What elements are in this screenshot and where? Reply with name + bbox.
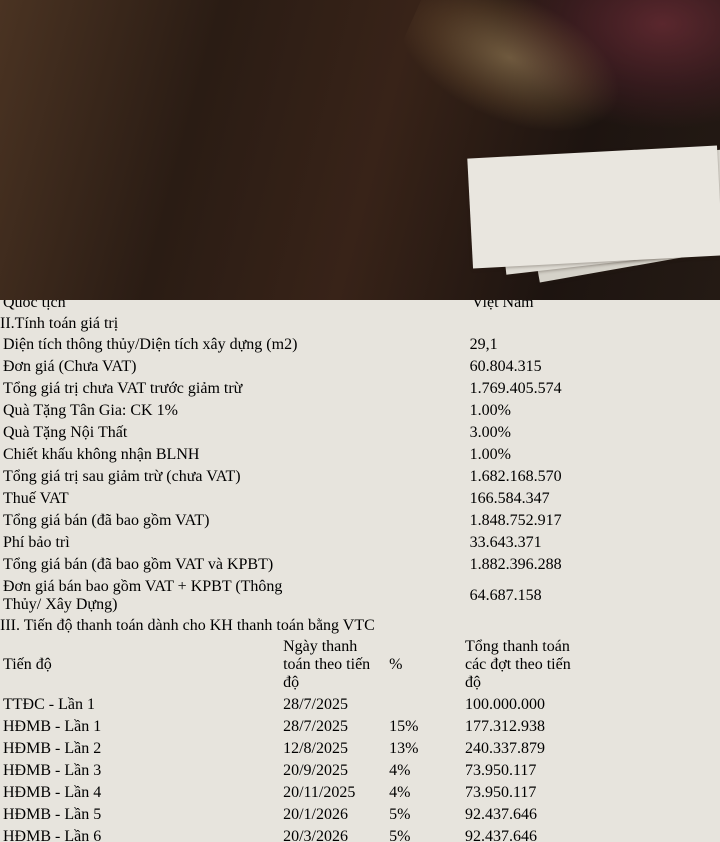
table-row: Tổng giá bán (đã bao gồm VAT và KPBT) 1.8… — [2, 555, 588, 575]
row-label: Đơn giá bán bao gồm VAT + KPBT (Thông Th… — [3, 578, 283, 613]
milestone: HĐMB - Lần 4 — [3, 784, 102, 801]
row-value: 1.682.168.570 — [469, 468, 562, 485]
table-row: TTĐC - Lần 1 28/7/2025 100.000.000 — [2, 695, 588, 715]
row-label: Thuế VAT — [3, 490, 69, 507]
section2-title: II.Tính toán giá trị — [0, 315, 119, 332]
amount: 92.437.646 — [464, 806, 537, 823]
row-label: Tổng giá trị sau giảm trừ (chưa VAT) — [3, 468, 241, 485]
milestone: HĐMB - Lần 3 — [3, 762, 102, 779]
percent — [388, 695, 462, 715]
percent: 4% — [389, 762, 411, 779]
due-date: 20/9/2025 — [283, 762, 348, 779]
table-row: Tổng giá trị chưa VAT trước giảm trừ 1.76… — [2, 379, 588, 399]
table-row: Thuế VAT 166.584.347 — [2, 489, 588, 509]
row-label: Đơn giá (Chưa VAT) — [3, 358, 137, 375]
table-header-row: Tiến độ Ngày thanh toán theo tiến độ % T… — [2, 637, 588, 693]
row-value: 166.584.347 — [469, 490, 550, 507]
due-date: 28/7/2025 — [283, 696, 348, 713]
table-row: HĐMB - Lần 1 28/7/2025 15% 177.312.938 — [2, 717, 588, 737]
row-value: 1.769.405.574 — [469, 380, 562, 397]
milestone: HĐMB - Lần 1 — [3, 718, 102, 735]
row-value: 3.00% — [469, 424, 511, 441]
col-header: Ngày thanh toán theo tiến độ — [283, 638, 371, 691]
amount: 177.312.938 — [464, 718, 545, 735]
col-header: Tiến độ — [3, 656, 52, 673]
amount: 240.337.879 — [464, 740, 545, 757]
table-row: Chiết khấu không nhận BLNH 1.00% — [2, 445, 588, 465]
percent: 5% — [389, 806, 411, 823]
row-label: Quà Tặng Tân Gia: CK 1% — [3, 402, 178, 419]
percent: 15% — [389, 718, 419, 735]
due-date: 28/7/2025 — [283, 718, 348, 735]
amount: 92.437.646 — [464, 828, 537, 842]
milestone: TTĐC - Lần 1 — [3, 696, 95, 713]
table-row: Tổng giá bán (đã bao gồm VAT) 1.848.752.9… — [2, 511, 588, 531]
paper-stack-sheet — [467, 145, 720, 269]
row-value: 1.882.396.288 — [469, 556, 562, 573]
row-label: Diện tích thông thủy/Diện tích xây dựng … — [3, 336, 298, 353]
value-calc-table: Diện tích thông thủy/Diện tích xây dựng … — [0, 333, 590, 617]
col-header: Tổng thanh toán các đợt theo tiến độ — [464, 638, 571, 691]
percent: 5% — [389, 828, 411, 842]
table-row: HĐMB - Lần 4 20/11/2025 4% 73.950.117 — [2, 783, 588, 803]
amount: 73.950.117 — [464, 784, 537, 801]
table-row: HĐMB - Lần 6 20/3/2026 5% 92.437.646 — [2, 827, 588, 842]
table-row: Đơn giá (Chưa VAT) 60.804.315 — [2, 357, 588, 377]
table-row: Quà Tặng Nội Thất 3.00% — [2, 423, 588, 443]
row-value: 64.687.158 — [469, 587, 542, 604]
row-value: 60.804.315 — [469, 358, 542, 375]
back-page — [0, 0, 118, 842]
row-value: 33.643.371 — [469, 534, 542, 551]
table-row: HĐMB - Lần 2 12/8/2025 13% 240.337.879 — [2, 739, 588, 759]
row-value: 1.848.752.917 — [469, 512, 562, 529]
row-label: Tổng giá trị chưa VAT trước giảm trừ — [3, 380, 243, 397]
payment-schedule-table: Tiến độ Ngày thanh toán theo tiến độ % T… — [0, 635, 590, 842]
amount: 73.950.117 — [464, 762, 537, 779]
row-label: Quà Tặng Nội Thất — [3, 424, 128, 441]
col-header: % — [389, 656, 403, 673]
table-row: HĐMB - Lần 5 20/1/2026 5% 92.437.646 — [2, 805, 588, 825]
row-value: 1.00% — [469, 446, 511, 463]
milestone: HĐMB - Lần 6 — [3, 828, 102, 842]
due-date: 12/8/2025 — [283, 740, 348, 757]
due-date: 20/3/2026 — [283, 828, 348, 842]
row-value: 29,1 — [469, 336, 498, 353]
table-row: Tổng giá trị sau giảm trừ (chưa VAT) 1.68… — [2, 467, 588, 487]
table-row: Diện tích thông thủy/Diện tích xây dựng … — [2, 335, 588, 355]
row-label: Chiết khấu không nhận BLNH — [3, 446, 200, 463]
milestone: HĐMB - Lần 2 — [3, 740, 102, 757]
row-value: 1.00% — [469, 402, 511, 419]
due-date: 20/1/2026 — [283, 806, 348, 823]
table-row: Phí bảo trì 33.643.371 — [2, 533, 588, 553]
due-date: 20/11/2025 — [283, 784, 356, 801]
percent: 13% — [389, 740, 419, 757]
section3-title: III. Tiến độ thanh toán dành cho KH than… — [0, 617, 375, 634]
milestone: HĐMB - Lần 5 — [3, 806, 102, 823]
amount: 100.000.000 — [464, 696, 545, 713]
row-label: Phí bảo trì — [3, 534, 70, 551]
table-row: Quà Tặng Tân Gia: CK 1% 1.00% — [2, 401, 588, 421]
table-row: HĐMB - Lần 3 20/9/2025 4% 73.950.117 — [2, 761, 588, 781]
row-label: Tổng giá bán (đã bao gồm VAT và KPBT) — [3, 556, 274, 573]
percent: 4% — [389, 784, 411, 801]
table-row: Đơn giá bán bao gồm VAT + KPBT (Thông Th… — [2, 577, 588, 615]
row-label: Tổng giá bán (đã bao gồm VAT) — [3, 512, 210, 529]
